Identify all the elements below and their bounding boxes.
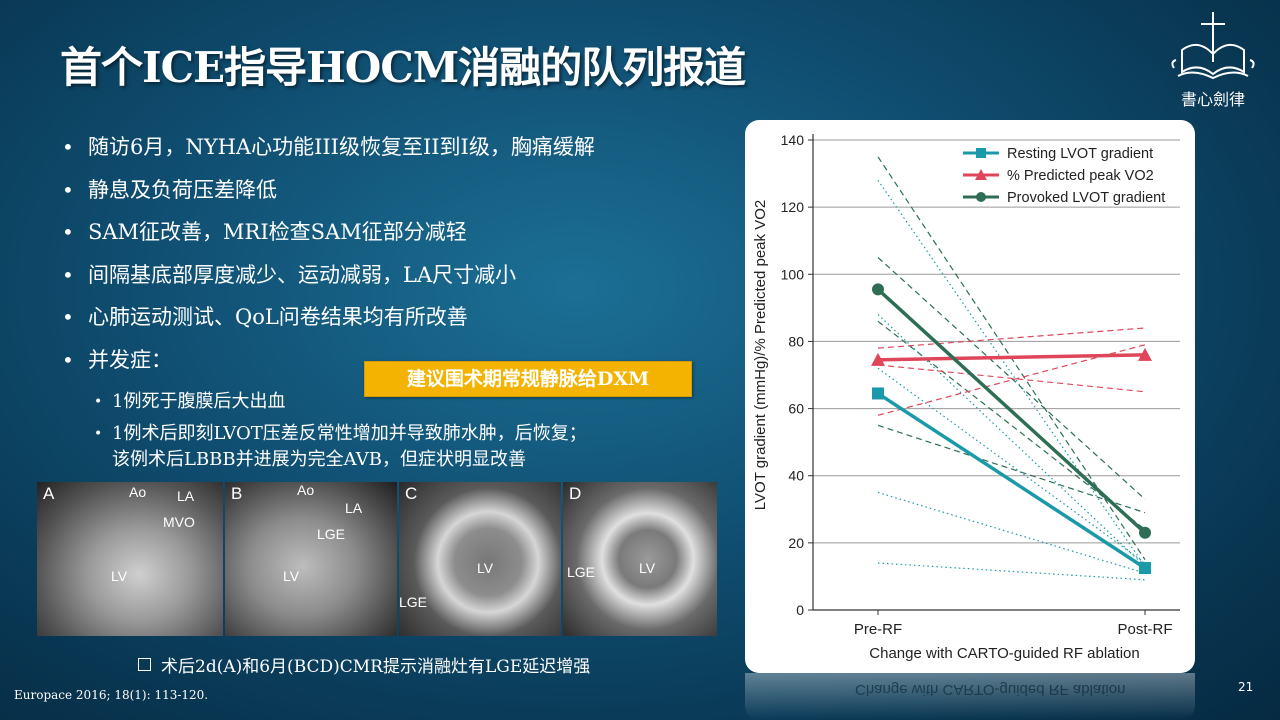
individual-line xyxy=(877,179,1146,567)
slide-title: 首个ICE指导HOCM消融的队列报道 xyxy=(60,43,746,92)
triangle-marker xyxy=(1138,347,1152,361)
page-number: 21 xyxy=(1238,680,1254,694)
highlight-callout: 建议围术期常规静脉给DXM xyxy=(364,361,692,397)
series-line xyxy=(876,288,1147,535)
y-tick-label: 60 xyxy=(788,401,804,417)
circle-marker xyxy=(976,192,986,202)
logo: 書心劍律 xyxy=(1168,10,1258,110)
bullet-item: • 静息及负荷压差降低 xyxy=(62,177,277,202)
circle-marker xyxy=(1139,526,1151,539)
mri-panel-b: B Ao LA LGE LV xyxy=(225,482,397,636)
y-tick-label: 80 xyxy=(788,333,804,349)
individual-line xyxy=(877,320,1146,530)
chart-reflection: Change with CARTO-guided RF ablation xyxy=(745,673,1195,720)
square-marker xyxy=(976,148,986,158)
y-tick-label: 0 xyxy=(796,602,804,618)
bullet-list: • 随访6月，NYHA心功能III级恢复至II到I级，胸痛缓解 • 静息及负荷压差降… xyxy=(60,130,740,473)
square-marker xyxy=(1139,562,1151,575)
sub-bullet-continuation: 该例术后LBBB并进展为完全AVB，但症状明显改善 xyxy=(112,449,526,470)
square-marker xyxy=(872,387,884,400)
bullet-item: • 间隔基底部厚度减少、运动减弱，LA尺寸减小 xyxy=(62,262,517,287)
x-tick-label: Pre-RF xyxy=(854,621,902,638)
sword-book-logo-icon xyxy=(1171,12,1255,80)
legend-label: Provoked LVOT gradient xyxy=(1007,190,1165,206)
individual-line xyxy=(877,424,1146,514)
bullet-item: • 并发症： xyxy=(62,347,172,372)
individual-line xyxy=(877,367,1146,564)
y-tick-label: 120 xyxy=(781,199,805,215)
bullet-item: • 心肺运动测试、QoL问卷结果均有所改善 xyxy=(62,305,468,329)
individual-line xyxy=(877,491,1146,574)
mri-panel-a: A Ao LA MVO LV xyxy=(37,482,223,636)
individual-line xyxy=(877,314,1146,567)
legend-label: % Predicted peak VO2 xyxy=(1007,168,1154,184)
logo-text: 書心劍律 xyxy=(1180,90,1245,109)
y-tick-label: 20 xyxy=(788,535,804,551)
individual-line xyxy=(877,562,1146,581)
legend-label: Resting LVOT gradient xyxy=(1007,146,1153,162)
sub-bullet-item: • 1例死于腹膜后大出血 xyxy=(94,391,286,412)
triangle-marker xyxy=(871,352,885,366)
sub-bullet-list: • 1例死于腹膜后大出血 • 1例术后即刻LVOT压差反常性增加并导致肺水肿，后恢复… xyxy=(60,389,740,473)
y-tick-label: 100 xyxy=(781,266,805,282)
mri-panel-c: C LV LGE xyxy=(399,482,561,636)
y-axis-label: LVOT gradient (mmHg)/% Predicted peak VO… xyxy=(752,200,769,510)
lvot-gradient-chart: 0 20 40 60 80 100 120 140 Pre-RF Post-RF Change wi… xyxy=(752,132,1180,662)
y-tick-label: 40 xyxy=(788,468,804,484)
x-axis-label: Change with CARTO-guided RF ablation xyxy=(869,645,1139,662)
figure-caption: 术后2d(A)和6月(BCD)CMR提示消融灶有LGE延迟增强 xyxy=(138,652,590,677)
triangle-marker xyxy=(975,169,987,180)
mri-image-strip: A Ao LA MVO LV B Ao LA LGE LV C LV LGE D… xyxy=(37,482,717,636)
individual-line xyxy=(877,327,1146,349)
chart-card: 0 20 40 60 80 100 120 140 Pre-RF Post-RF Change wi… xyxy=(745,120,1195,673)
sub-bullet-item: • 1例术后即刻LVOT压差反常性增加并导致肺水肿，后恢复； xyxy=(94,423,587,444)
series-line xyxy=(877,391,1146,570)
series-line xyxy=(877,353,1146,362)
bullet-item: • 随访6月，NYHA心功能III级恢复至II到I级，胸痛缓解 xyxy=(62,135,595,159)
bullet-item: • SAM征改善，MRI检查SAM征部分减轻 xyxy=(62,220,467,244)
individual-line xyxy=(877,364,1146,393)
circle-marker xyxy=(872,283,884,296)
reference: Europace 2016; 18(1): 113-120. xyxy=(14,688,209,702)
y-tick-label: 140 xyxy=(781,132,805,148)
x-tick-label: Post-RF xyxy=(1117,621,1172,638)
mri-panel-d: D LGE LV xyxy=(563,482,717,636)
checkbox-bullet-icon xyxy=(138,658,151,671)
